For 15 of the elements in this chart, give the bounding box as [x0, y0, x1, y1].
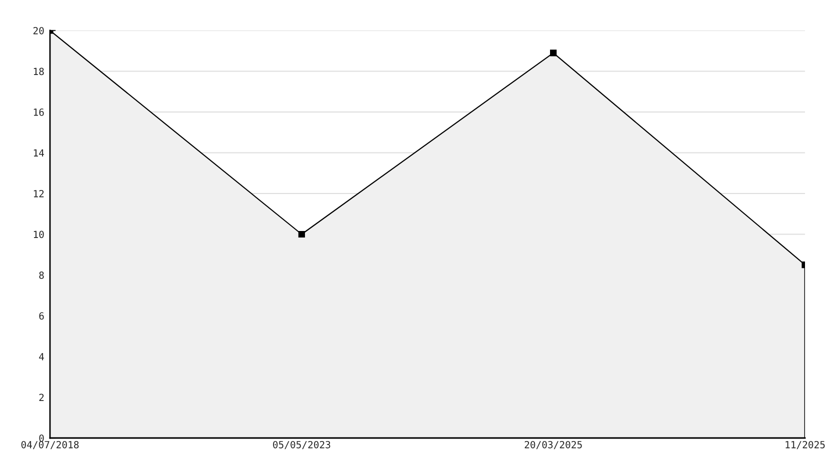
x-tick-label: 11/2025: [786, 441, 825, 450]
y-tick-label: 20: [33, 27, 44, 34]
y-tick-label: 4: [39, 353, 44, 360]
y-tick-label: 16: [34, 108, 44, 116]
x-tick-label: 05/05/2023: [273, 441, 330, 450]
y-tick-label: 0: [39, 434, 44, 442]
y-tick-label: 2: [39, 394, 44, 401]
y-tick-label: 12: [34, 190, 44, 198]
x-tick-label: 20/03/2025: [524, 441, 582, 450]
y-tick-label: 8: [39, 272, 44, 279]
y-tick-label: 10: [34, 230, 44, 238]
y-tick-label: 6: [39, 312, 44, 320]
y-tick-label: 14: [34, 149, 44, 156]
x-tick-label: 04/07/2018: [21, 441, 79, 450]
y-tick-label: 18: [34, 68, 44, 76]
